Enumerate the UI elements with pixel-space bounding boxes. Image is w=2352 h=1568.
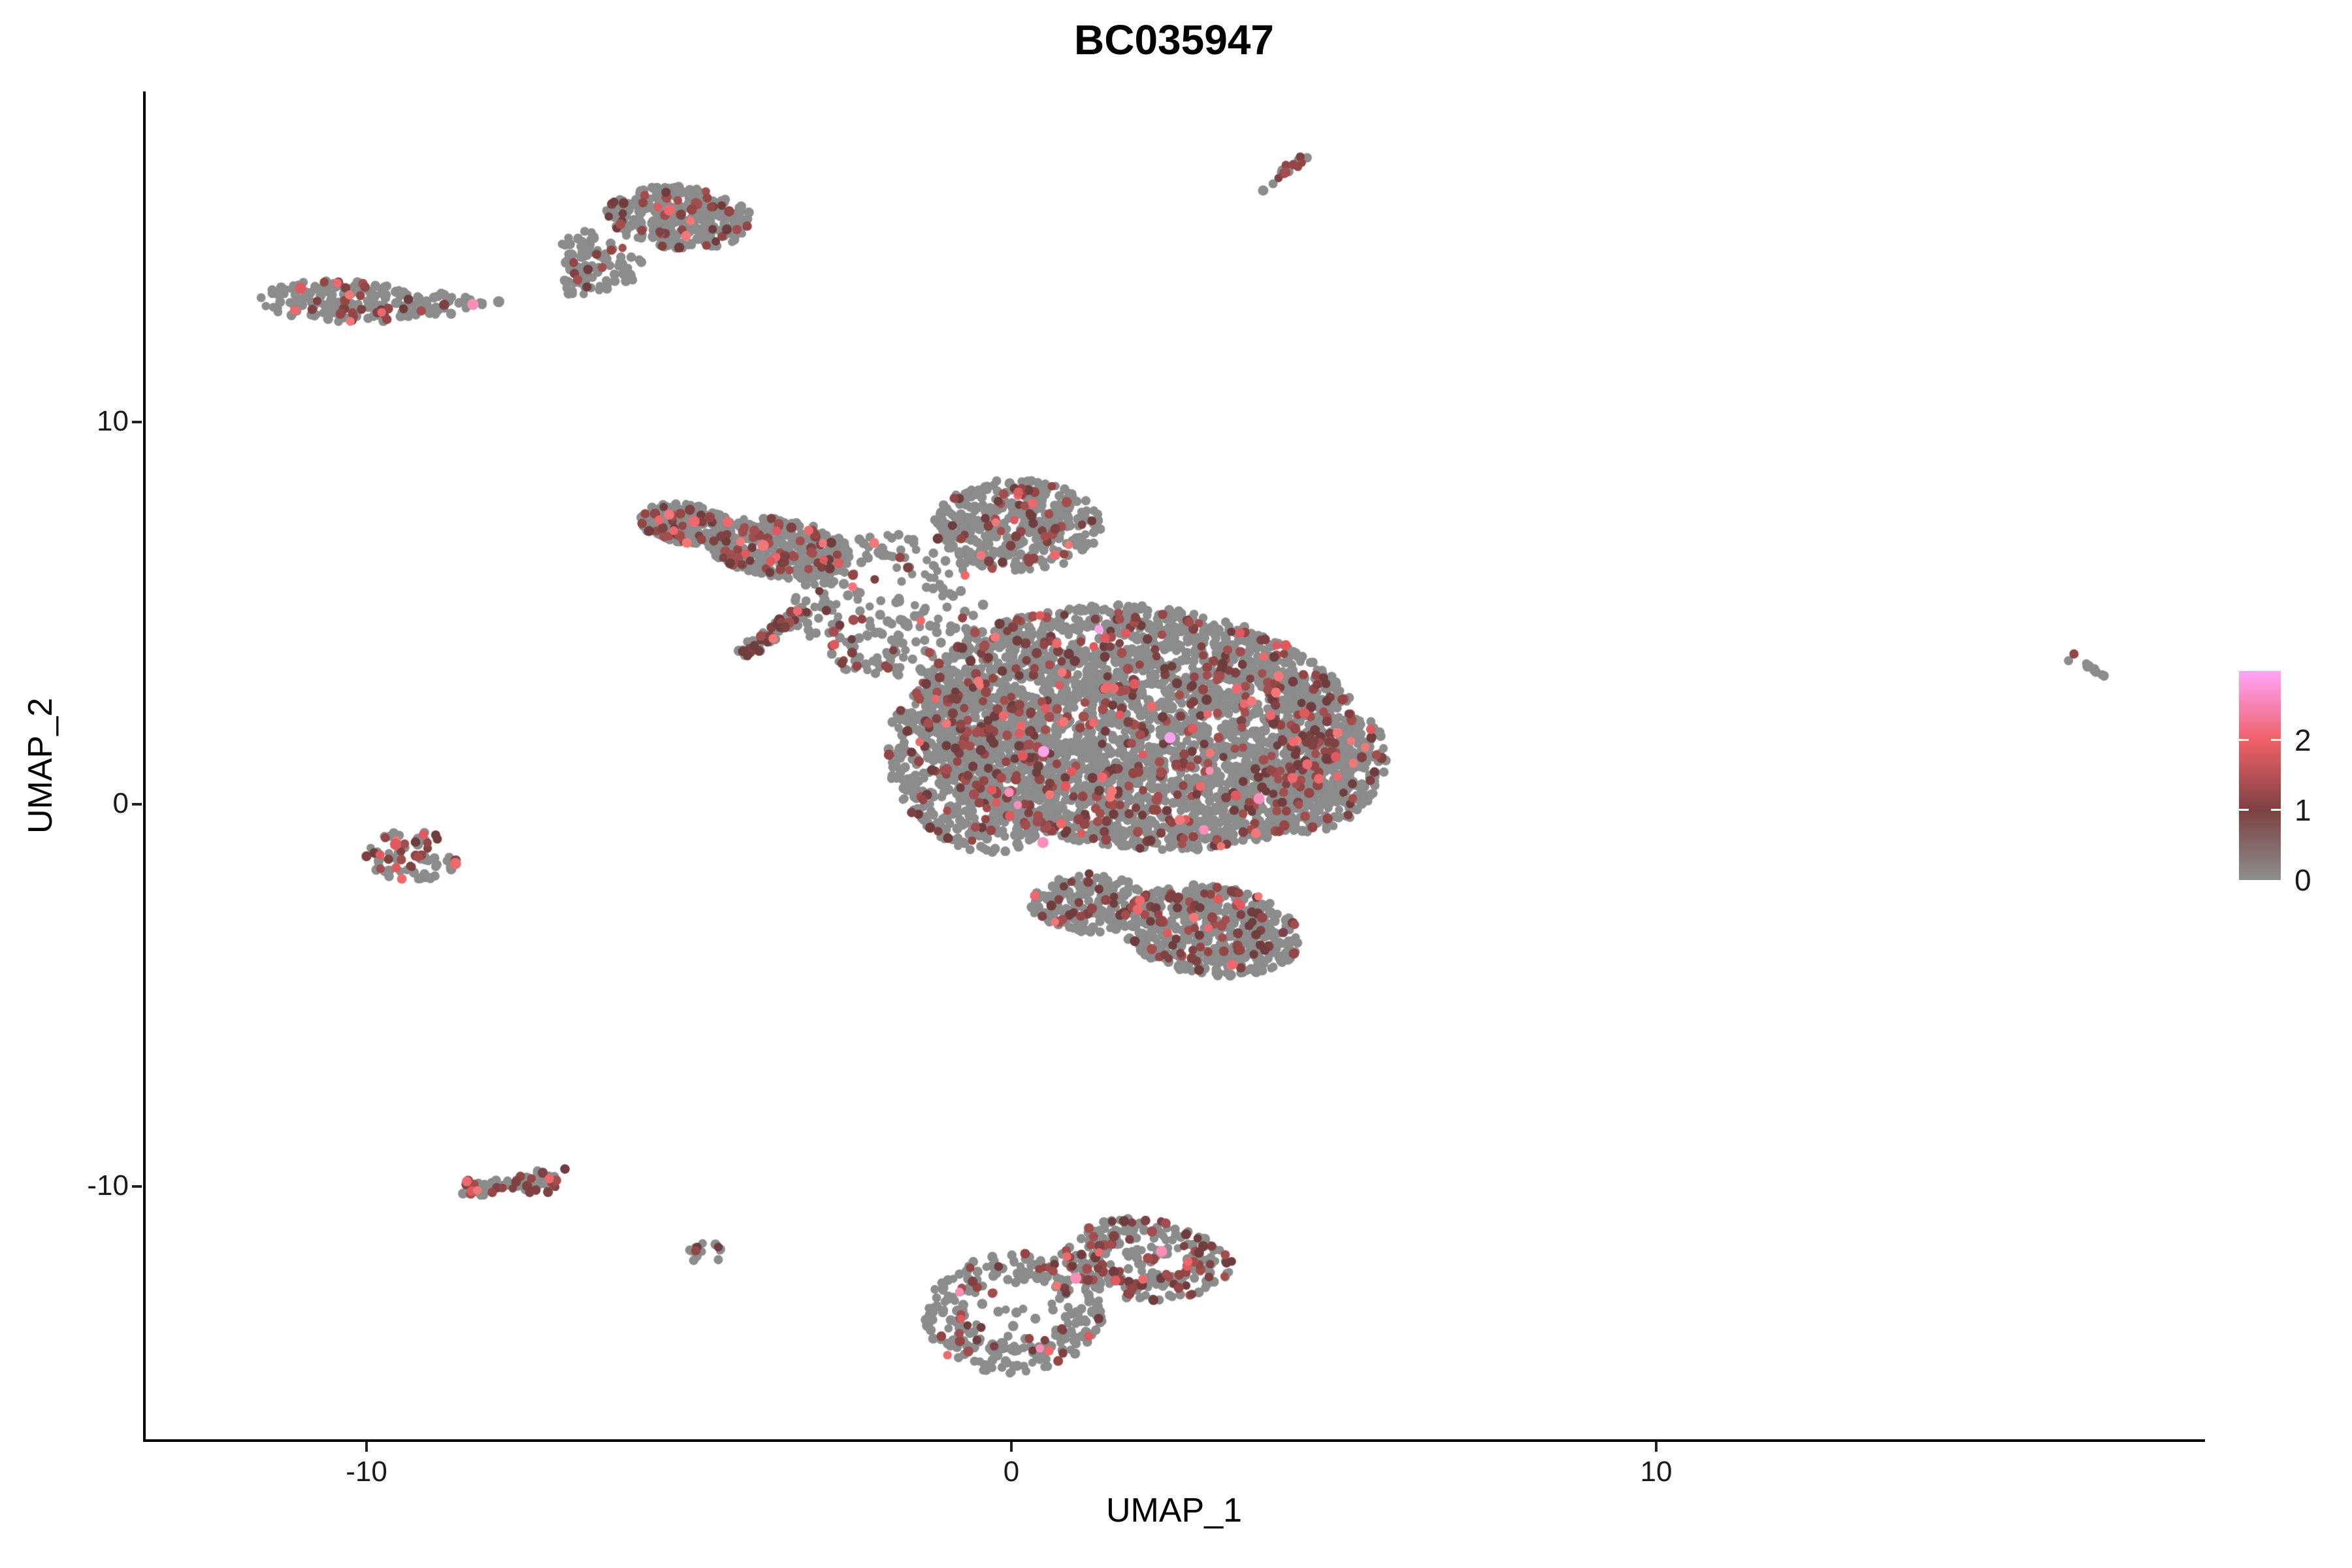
x-tick-mark [1655,1442,1658,1452]
x-axis-title: UMAP_1 [1105,1492,1243,1529]
x-tick-label: 0 [1003,1456,1020,1488]
legend-tick-label: 2 [2295,723,2311,757]
y-tick-mark [132,1185,142,1188]
legend-tick-notch [2271,809,2281,811]
x-tick-label: 10 [1640,1456,1673,1488]
y-tick-mark [132,421,142,423]
legend-tick-label: 0 [2295,863,2311,897]
y-tick-label: 0 [112,787,129,819]
x-tick-mark [365,1442,368,1452]
legend-gradient-bar [2239,671,2281,880]
y-tick-label: 10 [97,405,129,437]
legend-tick-notch [2239,739,2249,741]
legend-tick-label: 1 [2295,793,2311,827]
legend-tick-notch [2271,739,2281,741]
y-axis-line [143,91,146,1442]
legend-tick-notch [2239,809,2249,811]
x-axis-line [143,1439,2205,1442]
x-tick-mark [1010,1442,1013,1452]
x-tick-label: -10 [346,1456,387,1488]
y-axis-title: UMAP_2 [22,697,59,834]
y-tick-label: -10 [87,1169,129,1201]
y-tick-mark [132,803,142,806]
plot-title: BC035947 [1074,16,1274,63]
